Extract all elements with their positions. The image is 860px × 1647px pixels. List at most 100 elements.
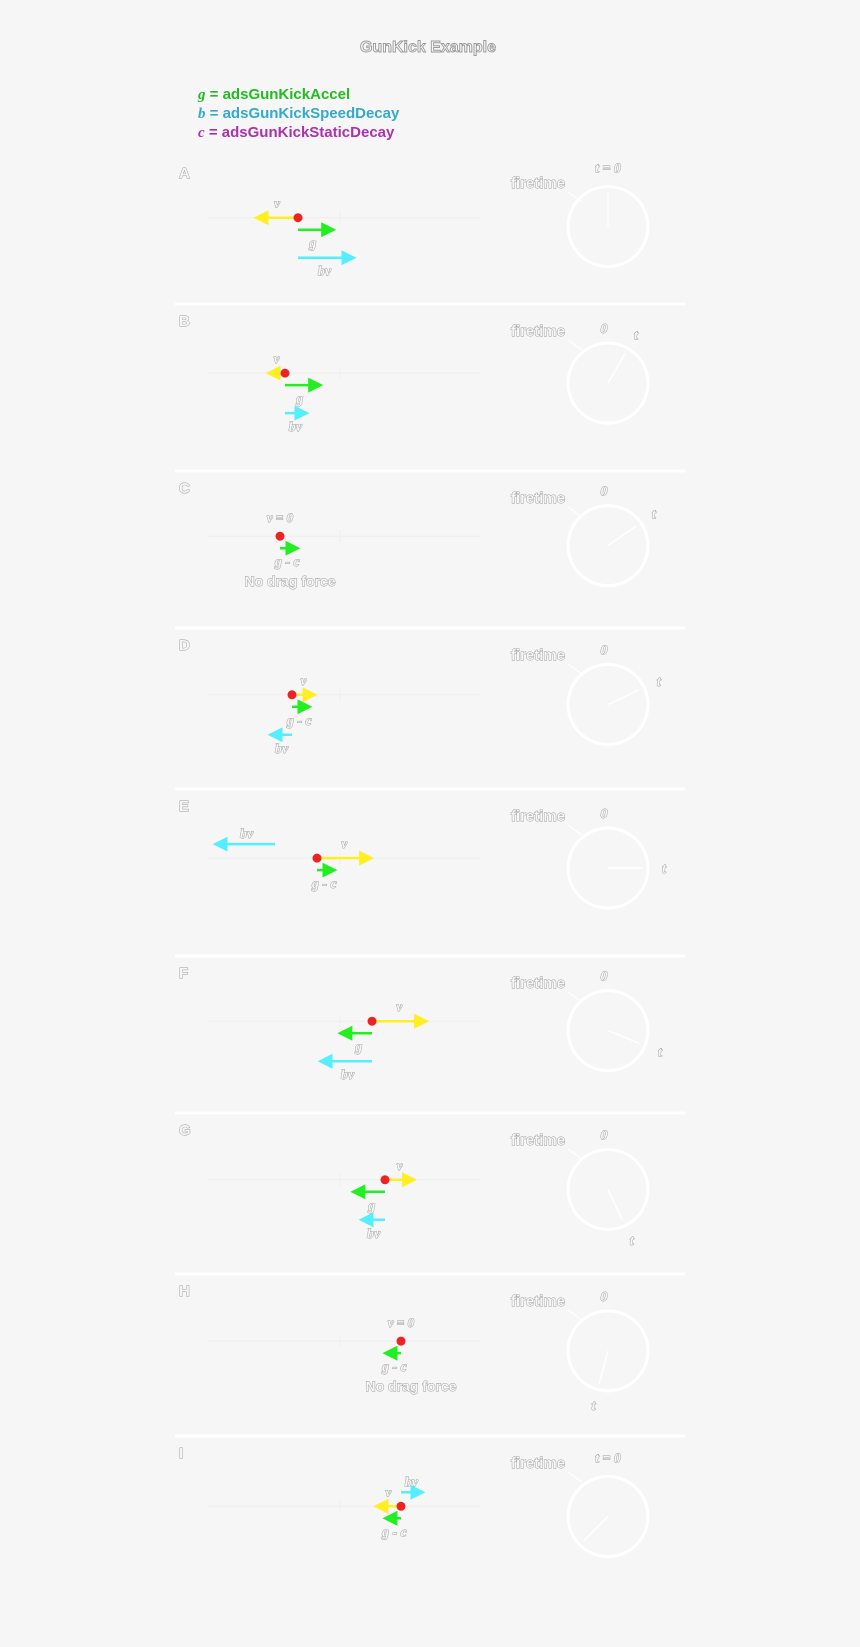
zero-label: 0 — [601, 807, 608, 822]
panel-letter: B — [179, 313, 190, 330]
accel-label: g - c — [274, 555, 301, 570]
accel-label: g — [354, 1040, 362, 1055]
panel-b: Bv g bv firetime 0 t — [175, 313, 685, 473]
panel-f: Fv g bv firetime 0 t — [175, 965, 685, 1115]
clock-hand — [607, 353, 626, 384]
velocity-label: v — [341, 836, 347, 851]
panel-h: Hv = 0 g - c No drag force firetime 0 t — [175, 1283, 685, 1438]
velocity-label: v — [274, 351, 280, 366]
firetime-pointer — [567, 339, 583, 351]
panel-i: Iv g - c bv firetime t = 0 — [179, 1445, 650, 1558]
t-label: t — [652, 508, 657, 523]
firetime-pointer — [567, 1309, 583, 1321]
firetime-pointer — [567, 663, 583, 675]
t-label: t — [634, 329, 639, 344]
zero-label: 0 — [601, 1290, 608, 1305]
position-point — [380, 1175, 390, 1185]
zero-label: 0 — [601, 643, 608, 658]
panel-c: Cv = 0 g - c No drag force firetime 0 t — [175, 480, 685, 630]
drag-label: bv — [289, 420, 303, 435]
zero-label: 0 — [601, 1128, 608, 1143]
accel-label: g — [308, 237, 316, 252]
clock-hand — [598, 1350, 609, 1384]
drag-label: bv — [367, 1227, 381, 1242]
position-point — [275, 531, 285, 541]
t-zero-label: t = 0 — [595, 1452, 621, 1467]
panel-letter: C — [179, 480, 190, 497]
panel-d: Dv g - c bv firetime 0 t — [175, 637, 685, 791]
drag-label: bv — [240, 827, 254, 842]
firetime-label: firetime — [511, 175, 565, 192]
legend-accel: g = adsGunKickAccel — [197, 86, 350, 103]
clock-face — [566, 185, 650, 269]
position-point — [396, 1336, 406, 1346]
firetime-label: firetime — [511, 1455, 565, 1472]
position-point — [312, 853, 322, 863]
zero-label: 0 — [601, 485, 608, 500]
t-label: t — [592, 1399, 597, 1414]
position-point — [287, 690, 297, 700]
velocity-label: v — [396, 999, 402, 1014]
clock-face — [566, 989, 650, 1073]
panel-g: Gv g bv firetime 0 t — [175, 1122, 685, 1276]
t-label: t — [630, 1234, 635, 1249]
firetime-label: firetime — [511, 975, 565, 992]
panel-letter: I — [179, 1445, 183, 1462]
drag-label: bv — [341, 1068, 355, 1083]
firetime-pointer — [567, 191, 583, 203]
accel-label: g - c — [286, 714, 313, 729]
velocity-label: v — [301, 673, 307, 688]
clock-face — [566, 1475, 650, 1558]
panel-letter: F — [179, 965, 188, 982]
velocity-label: v — [274, 196, 280, 211]
firetime-label: firetime — [511, 1293, 565, 1310]
panel-letter: E — [179, 798, 189, 815]
t-label: t — [662, 862, 667, 877]
legend-speed-decay: b = adsGunKickSpeedDecay — [198, 105, 400, 122]
clock-face — [566, 826, 650, 910]
drag-label: bv — [275, 742, 289, 757]
velocity-label: v = 0 — [267, 510, 294, 525]
clock-face — [566, 1147, 650, 1231]
clock-face — [566, 504, 650, 588]
panel-letter: A — [179, 165, 190, 182]
firetime-pointer — [567, 1471, 583, 1483]
panel-letter: G — [179, 1122, 191, 1139]
firetime-label: firetime — [511, 808, 565, 825]
firetime-pointer — [567, 824, 583, 836]
diagram-title: GunKick Example — [360, 39, 496, 56]
zero-label: 0 — [601, 970, 608, 985]
firetime-label: firetime — [511, 647, 565, 664]
legend-accel-text: = adsGunKickAccel — [206, 86, 351, 103]
legend: g = adsGunKickAccel b = adsGunKickSpeedD… — [197, 86, 400, 141]
no-drag-note: No drag force — [244, 573, 335, 589]
clock-hand — [607, 1029, 640, 1045]
position-point — [367, 1016, 377, 1026]
firetime-pointer — [567, 1148, 583, 1160]
velocity-label: v — [397, 1158, 403, 1173]
clock-face — [566, 1309, 650, 1393]
legend-static-decay-text: = adsGunKickStaticDecay — [205, 124, 395, 141]
clock-face — [566, 662, 650, 746]
legend-speed-decay-symbol: b — [198, 106, 206, 122]
firetime-pointer — [567, 991, 583, 1003]
velocity-label: v = 0 — [388, 1315, 415, 1330]
t-label: t — [658, 1046, 663, 1061]
clock-hand — [607, 689, 640, 706]
legend-static-decay: c = adsGunKickStaticDecay — [198, 124, 395, 141]
legend-accel-symbol: g — [197, 87, 206, 103]
legend-static-decay-symbol: c — [198, 125, 205, 141]
accel-label: g - c — [381, 1525, 408, 1540]
clock-hand — [607, 1189, 624, 1221]
firetime-label: firetime — [511, 323, 565, 340]
clock-hand — [607, 525, 637, 547]
position-point — [396, 1501, 406, 1511]
no-drag-note: No drag force — [365, 1378, 456, 1394]
panel-letter: H — [179, 1283, 190, 1300]
firetime-label: firetime — [511, 490, 565, 507]
t-zero-label: t = 0 — [595, 162, 621, 177]
drag-label: bv — [405, 1475, 419, 1490]
zero-label: 0 — [601, 322, 608, 337]
clock-face — [566, 341, 650, 425]
